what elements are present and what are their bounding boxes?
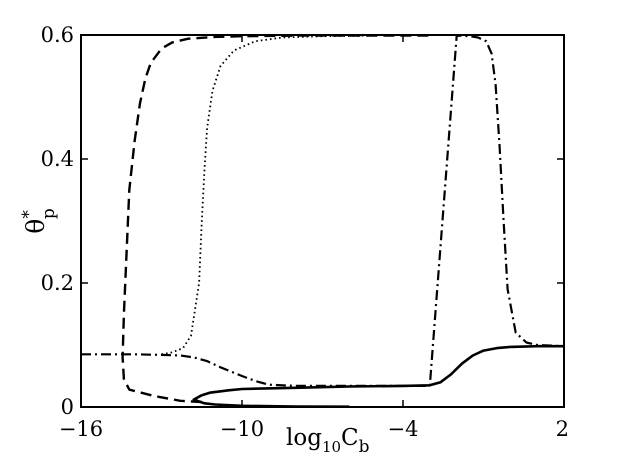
x-tick-label: 2: [556, 417, 569, 441]
series-dotted: [161, 34, 377, 356]
y-tick-label: 0.2: [41, 271, 74, 295]
plot-frame: [80, 34, 565, 408]
series-dashed: [121, 34, 430, 404]
y-tick-label: 0.6: [41, 23, 74, 47]
y-tick-label: 0: [61, 395, 74, 419]
series-lines: [81, 34, 565, 408]
x-tick-label: −10: [220, 417, 264, 441]
series-dashdot: [81, 34, 565, 387]
x-tick-label: −4: [388, 417, 419, 441]
axis-ticks: [80, 34, 565, 408]
y-axis-label: θ*p: [19, 208, 59, 234]
x-axis-label: log10Cb: [286, 425, 370, 457]
x-tick-label: −16: [59, 417, 103, 441]
tick-labels: −16 −10 −4 2 0 0.2 0.4 0.6: [41, 23, 569, 441]
series-solid-lower: [192, 394, 350, 408]
series-solid-upper: [201, 344, 564, 397]
y-axis-label-text: θ*p: [19, 208, 59, 234]
y-tick-label: 0.4: [41, 147, 74, 171]
